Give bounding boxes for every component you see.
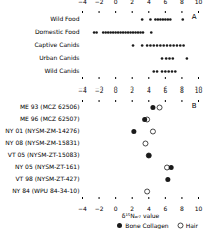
svg-text:Urban Canids: Urban Canids	[39, 54, 79, 61]
html-text:Bone Collagen: Bone Collagen	[125, 222, 169, 229]
svg-text:0: 0	[114, 205, 118, 212]
svg-text:NY 08 (NYSM-ZM-15831): NY 08 (NYSM-ZM-15831)	[5, 139, 79, 146]
svg-text:2: 2	[130, 0, 134, 5]
svg-text:−4: −4	[78, 89, 87, 94]
svg-text:4: 4	[147, 0, 151, 5]
svg-text:−2: −2	[95, 0, 104, 5]
svg-text:δ¹⁵Nₐᵣ₇ value: δ¹⁵Nₐᵣ₇ value	[122, 212, 160, 219]
svg-text:6: 6	[163, 205, 167, 212]
svg-text:NY 01 (NYSM-ZM-14276): NY 01 (NYSM-ZM-14276)	[5, 127, 79, 134]
html-text:Hair: Hair	[185, 222, 198, 229]
svg-text:6: 6	[163, 89, 167, 94]
svg-text:A: A	[192, 13, 197, 21]
svg-text:6: 6	[163, 0, 167, 5]
svg-text:8: 8	[180, 205, 184, 212]
svg-text:NY 84 (WPU 84-34-10): NY 84 (WPU 84-34-10)	[12, 187, 79, 194]
svg-text:ME 96 (MCZ 62507): ME 96 (MCZ 62507)	[20, 115, 80, 122]
svg-text:−2: −2	[95, 205, 104, 212]
svg-text:10: 10	[195, 0, 203, 5]
svg-text:0: 0	[114, 89, 118, 94]
svg-text:−2: −2	[95, 89, 104, 94]
svg-text:4: 4	[147, 89, 151, 94]
svg-text:VT 98 (NYSM-ZT-427): VT 98 (NYSM-ZT-427)	[15, 175, 79, 182]
svg-text:Domestic Food: Domestic Food	[35, 28, 80, 35]
svg-text:VT 05 (NYSM-ZT-15083): VT 05 (NYSM-ZT-15083)	[8, 151, 80, 158]
svg-text:Wild Food: Wild Food	[50, 15, 79, 22]
svg-text:−4: −4	[78, 205, 87, 212]
svg-text:0: 0	[114, 0, 118, 5]
svg-text:10: 10	[195, 205, 203, 212]
svg-text:−4: −4	[78, 0, 87, 5]
svg-text:10: 10	[195, 89, 203, 94]
svg-text:8: 8	[180, 89, 184, 94]
svg-text:B: B	[192, 102, 197, 110]
svg-text:Wild Canids: Wild Canids	[44, 67, 79, 74]
svg-text:Captive Canids: Captive Canids	[34, 41, 79, 49]
svg-text:4: 4	[146, 204, 151, 212]
svg-text:ME 93 (MCZ 62506): ME 93 (MCZ 62506)	[20, 103, 80, 110]
svg-text:2: 2	[130, 204, 135, 212]
svg-text:2: 2	[130, 89, 134, 94]
svg-text:8: 8	[180, 0, 184, 5]
svg-text:NY 05 (NYSM-ZT-161): NY 05 (NYSM-ZT-161)	[15, 163, 79, 170]
